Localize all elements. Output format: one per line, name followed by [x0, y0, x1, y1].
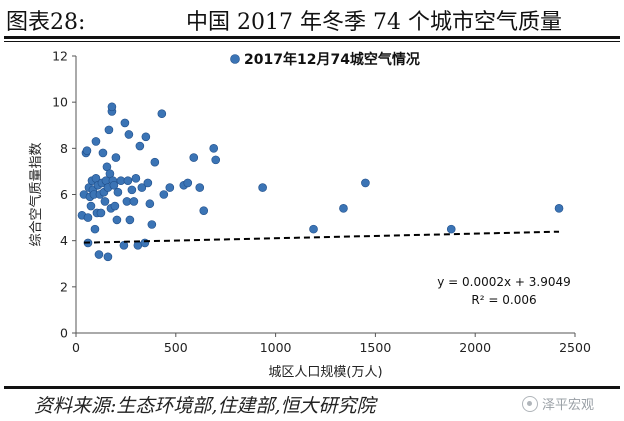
y-tick-label: 2 [60, 279, 68, 294]
data-point [131, 174, 141, 183]
y-tick-label: 4 [60, 233, 68, 248]
y-tick-label: 12 [52, 49, 68, 64]
x-tick-label: 2500 [559, 340, 591, 355]
data-point [309, 224, 318, 234]
watermark-text: 泽平宏观 [541, 398, 594, 413]
data-point [554, 204, 564, 213]
y-axis-label: 综合空气质量指数 [28, 142, 44, 246]
data-point [100, 197, 110, 206]
header-rule-thick [4, 36, 620, 39]
y-tick-label: 6 [60, 187, 68, 202]
x-tick-label: 1000 [260, 340, 292, 355]
data-point [258, 183, 267, 192]
data-point [195, 183, 205, 192]
data-point [140, 238, 150, 248]
data-point [339, 204, 348, 213]
data-point [159, 190, 169, 199]
footer-rule [4, 386, 620, 389]
data-point [107, 102, 117, 112]
data-point [98, 148, 108, 158]
data-point [94, 250, 104, 259]
x-tick-label: 500 [164, 340, 188, 355]
data-point [145, 199, 155, 209]
data-point [135, 141, 145, 151]
chart-legend: 2017年12月74城空气情况 [230, 51, 420, 68]
data-point [125, 215, 135, 225]
data-point [165, 183, 175, 192]
figure-title: 中国 2017 年冬季 74 个城市空气质量 [186, 10, 562, 35]
data-point [120, 118, 130, 128]
data-point [124, 130, 134, 139]
y-tick-label: 0 [60, 326, 68, 341]
watermark: 泽平宏观 [521, 394, 594, 413]
data-point [104, 125, 114, 135]
data-point [143, 178, 153, 188]
data-point [109, 180, 119, 190]
data-point [183, 178, 193, 188]
trend-line [83, 230, 560, 244]
chart-axes: 0 2 4 6 8 10 12 0 500 1000 1500 2000 2500 [52, 49, 591, 356]
data-point [91, 137, 101, 146]
trend-equation: y = 0.0002x + 3.9049 [437, 275, 571, 289]
data-point [111, 153, 121, 162]
data-point [83, 213, 93, 222]
data-point [199, 206, 209, 215]
y-tick-label: 8 [60, 141, 68, 156]
data-point [211, 155, 221, 165]
x-tick-label: 1500 [359, 340, 391, 355]
legend-label: 2017年12月74城空气情况 [244, 51, 420, 68]
chart-points [77, 102, 564, 262]
x-axis-label: 城区人口规模(万人) [268, 365, 382, 380]
data-point [103, 252, 113, 262]
legend-marker [230, 54, 240, 64]
data-point [127, 185, 137, 195]
data-point [147, 220, 157, 229]
data-point [209, 144, 219, 153]
data-point [189, 153, 199, 162]
data-point [119, 240, 129, 250]
source-note: 资料来源:生态环境部,住建部,恒大研究院 [34, 395, 376, 417]
data-point [113, 187, 123, 197]
chart-trendline [83, 230, 560, 244]
data-point [123, 176, 133, 185]
data-point [137, 183, 147, 192]
data-point [112, 215, 122, 225]
data-point [82, 146, 92, 155]
wechat-icon [521, 395, 538, 412]
header-rule-thin [4, 41, 620, 42]
y-tick-label: 10 [52, 95, 68, 110]
data-point [141, 132, 151, 142]
trend-r2: R² = 0.006 [471, 293, 536, 307]
data-point [157, 109, 167, 119]
data-point [361, 178, 370, 188]
data-point [110, 201, 120, 211]
data-point [150, 157, 160, 167]
data-point [90, 224, 100, 234]
figure-header: 图表28: 中国 2017 年冬季 74 个城市空气质量 [0, 0, 624, 36]
figure-label: 图表28: [6, 10, 86, 35]
x-tick-label: 0 [72, 340, 80, 355]
data-point [129, 197, 139, 206]
x-tick-label: 2000 [459, 340, 491, 355]
data-point [446, 224, 456, 234]
data-point [96, 208, 106, 218]
data-point [86, 201, 96, 211]
